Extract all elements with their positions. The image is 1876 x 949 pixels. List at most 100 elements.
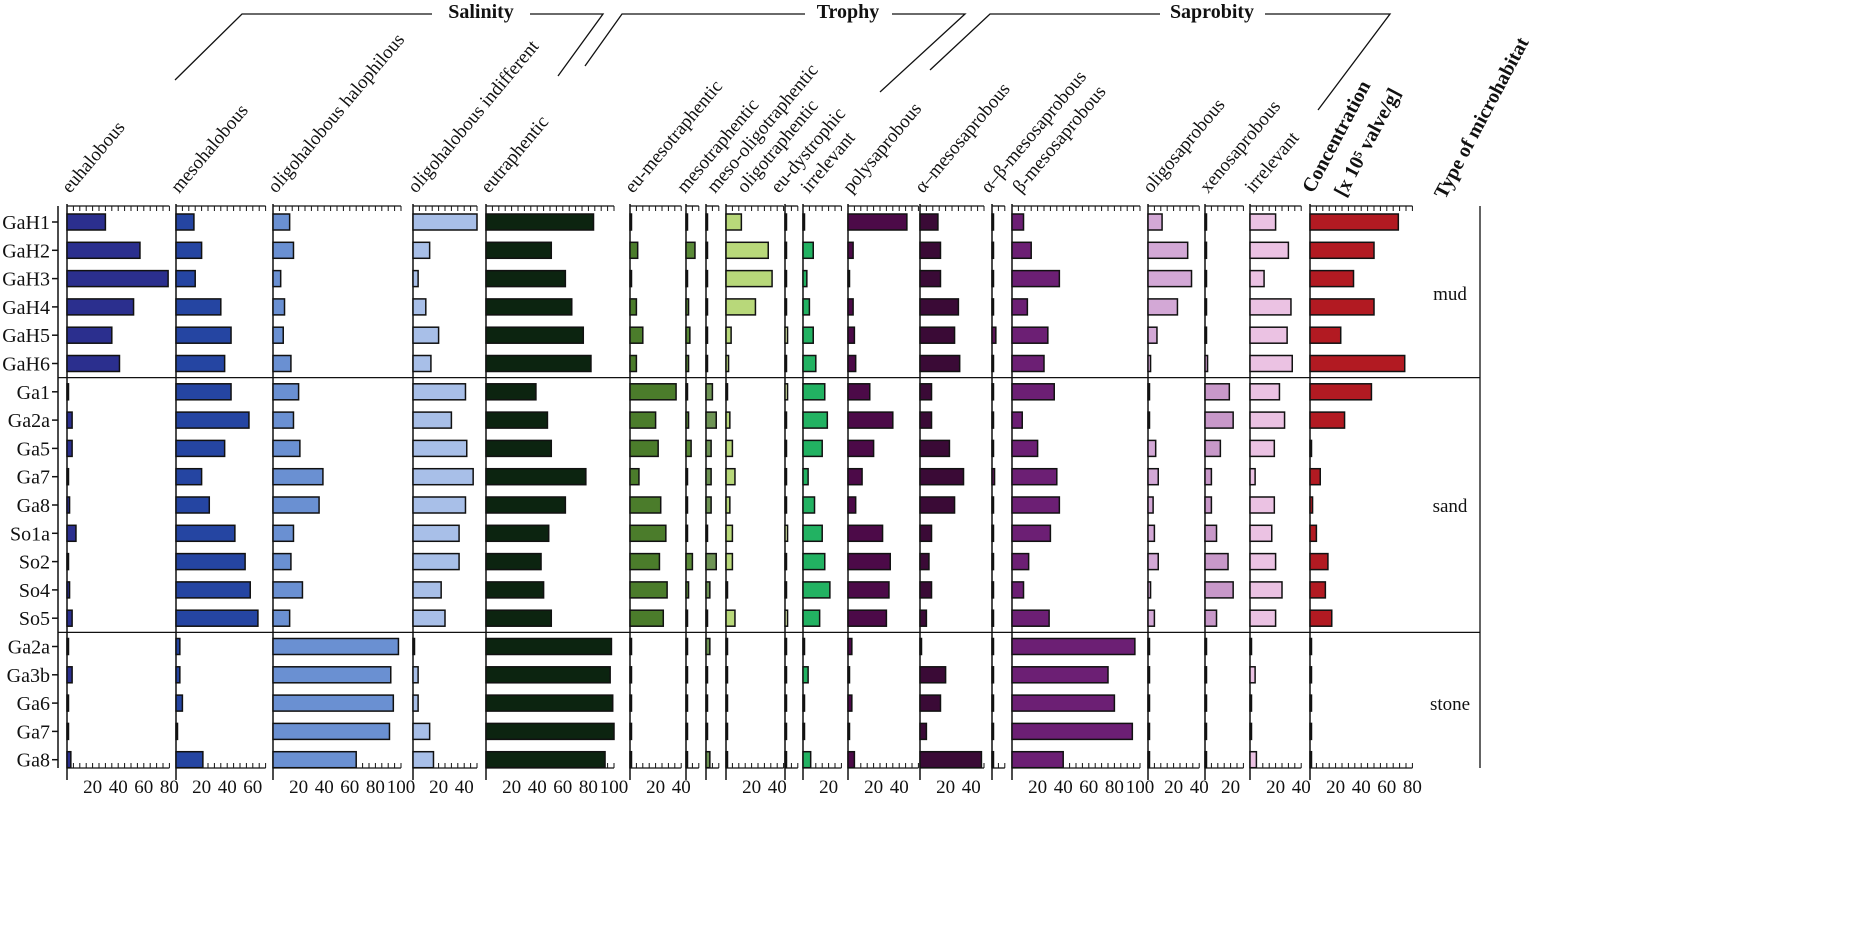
bar (1011, 383, 1055, 401)
bar (412, 722, 431, 741)
bar (175, 326, 232, 344)
bar (1011, 298, 1029, 316)
bar (175, 750, 204, 769)
bar (485, 411, 549, 429)
bar (919, 269, 942, 288)
bar (272, 467, 324, 486)
bar (991, 637, 995, 656)
bar (1204, 496, 1213, 514)
bar (485, 269, 567, 288)
bar (847, 383, 871, 401)
bar (66, 269, 169, 288)
bar (991, 439, 995, 458)
saprobity-bracket-right (1265, 13, 1392, 111)
bar (919, 524, 933, 543)
bar (66, 552, 70, 571)
bar (175, 467, 203, 486)
bar (1249, 326, 1288, 344)
bar (705, 467, 712, 486)
bar (1309, 326, 1342, 344)
bar (485, 750, 606, 769)
column-label: eutraphentic (477, 112, 553, 197)
bar (847, 411, 894, 429)
bar (175, 609, 259, 627)
bar (919, 439, 951, 458)
bar (1249, 581, 1283, 599)
salinity-bracket-right (530, 13, 605, 77)
bar (1309, 269, 1355, 288)
bar (1249, 467, 1256, 486)
tick-label: 20 (742, 777, 761, 798)
bar (802, 354, 817, 373)
tick-label: 20 (646, 777, 665, 798)
bar (919, 241, 942, 260)
tick-label: 20 (502, 777, 521, 798)
bar (272, 213, 291, 231)
column-label: oligohalobous halophilous (264, 30, 409, 198)
bar (847, 524, 884, 543)
bar (685, 269, 689, 288)
row-label: Ga1 (17, 382, 50, 404)
bar (66, 467, 70, 486)
bar (847, 241, 854, 260)
bar (412, 411, 453, 429)
bar (1249, 241, 1290, 260)
tick-label: 40 (109, 777, 128, 798)
bar (1011, 637, 1136, 656)
bar (705, 213, 709, 231)
bar (991, 269, 995, 288)
bar (412, 241, 431, 260)
plot-area: GaH1 GaH2 GaH3 GaH4 GaH5 GaH6 Ga1 Ga2a Ga5 Ga7 Ga8… (2, 30, 1481, 798)
tick-label: 60 (1377, 777, 1396, 798)
bar (784, 326, 789, 344)
bar (919, 383, 933, 401)
bar (919, 298, 960, 316)
tick-label: 20 (1028, 777, 1047, 798)
group-label-saprobity: Saprobity (1170, 1, 1254, 23)
bar (1147, 326, 1158, 344)
bar (725, 552, 734, 571)
bar (991, 750, 995, 769)
bar (1147, 552, 1159, 571)
bar (485, 666, 611, 684)
bar (847, 354, 857, 373)
bar (1204, 581, 1234, 599)
row-label: Ga2a (8, 637, 50, 659)
tick-label: 40 (672, 777, 691, 798)
bar (685, 326, 691, 344)
panel-oligohalobous-halophilous: 20 40 60 80 100 oligohalobous halophilous (264, 30, 416, 798)
bar (991, 354, 995, 373)
tick-label: 40 (1292, 777, 1311, 798)
bar (919, 609, 928, 627)
bar (412, 552, 460, 571)
bar (412, 298, 427, 316)
bar (412, 467, 474, 486)
bar (1249, 269, 1265, 288)
bar (66, 354, 121, 373)
bar (1309, 552, 1329, 571)
bar (272, 298, 286, 316)
bar (1011, 467, 1058, 486)
bar (412, 581, 442, 599)
bar (485, 496, 567, 514)
row-label: GaH4 (2, 297, 50, 319)
bar (1011, 326, 1049, 344)
bar (1147, 411, 1151, 429)
bar (1249, 552, 1277, 571)
bar (919, 411, 933, 429)
habitat-title: Type of microhabitat (1430, 33, 1534, 202)
bar (1309, 298, 1375, 316)
bar (1249, 496, 1276, 514)
bar (412, 666, 419, 684)
bar (1309, 241, 1375, 260)
row-label: Ga5 (17, 438, 50, 460)
bar (66, 383, 70, 401)
bar (991, 694, 995, 712)
bar (272, 524, 295, 543)
bar (784, 637, 788, 656)
bar (1011, 496, 1061, 514)
bar (705, 269, 709, 288)
group-brackets (174, 13, 1392, 111)
bar (784, 467, 788, 486)
